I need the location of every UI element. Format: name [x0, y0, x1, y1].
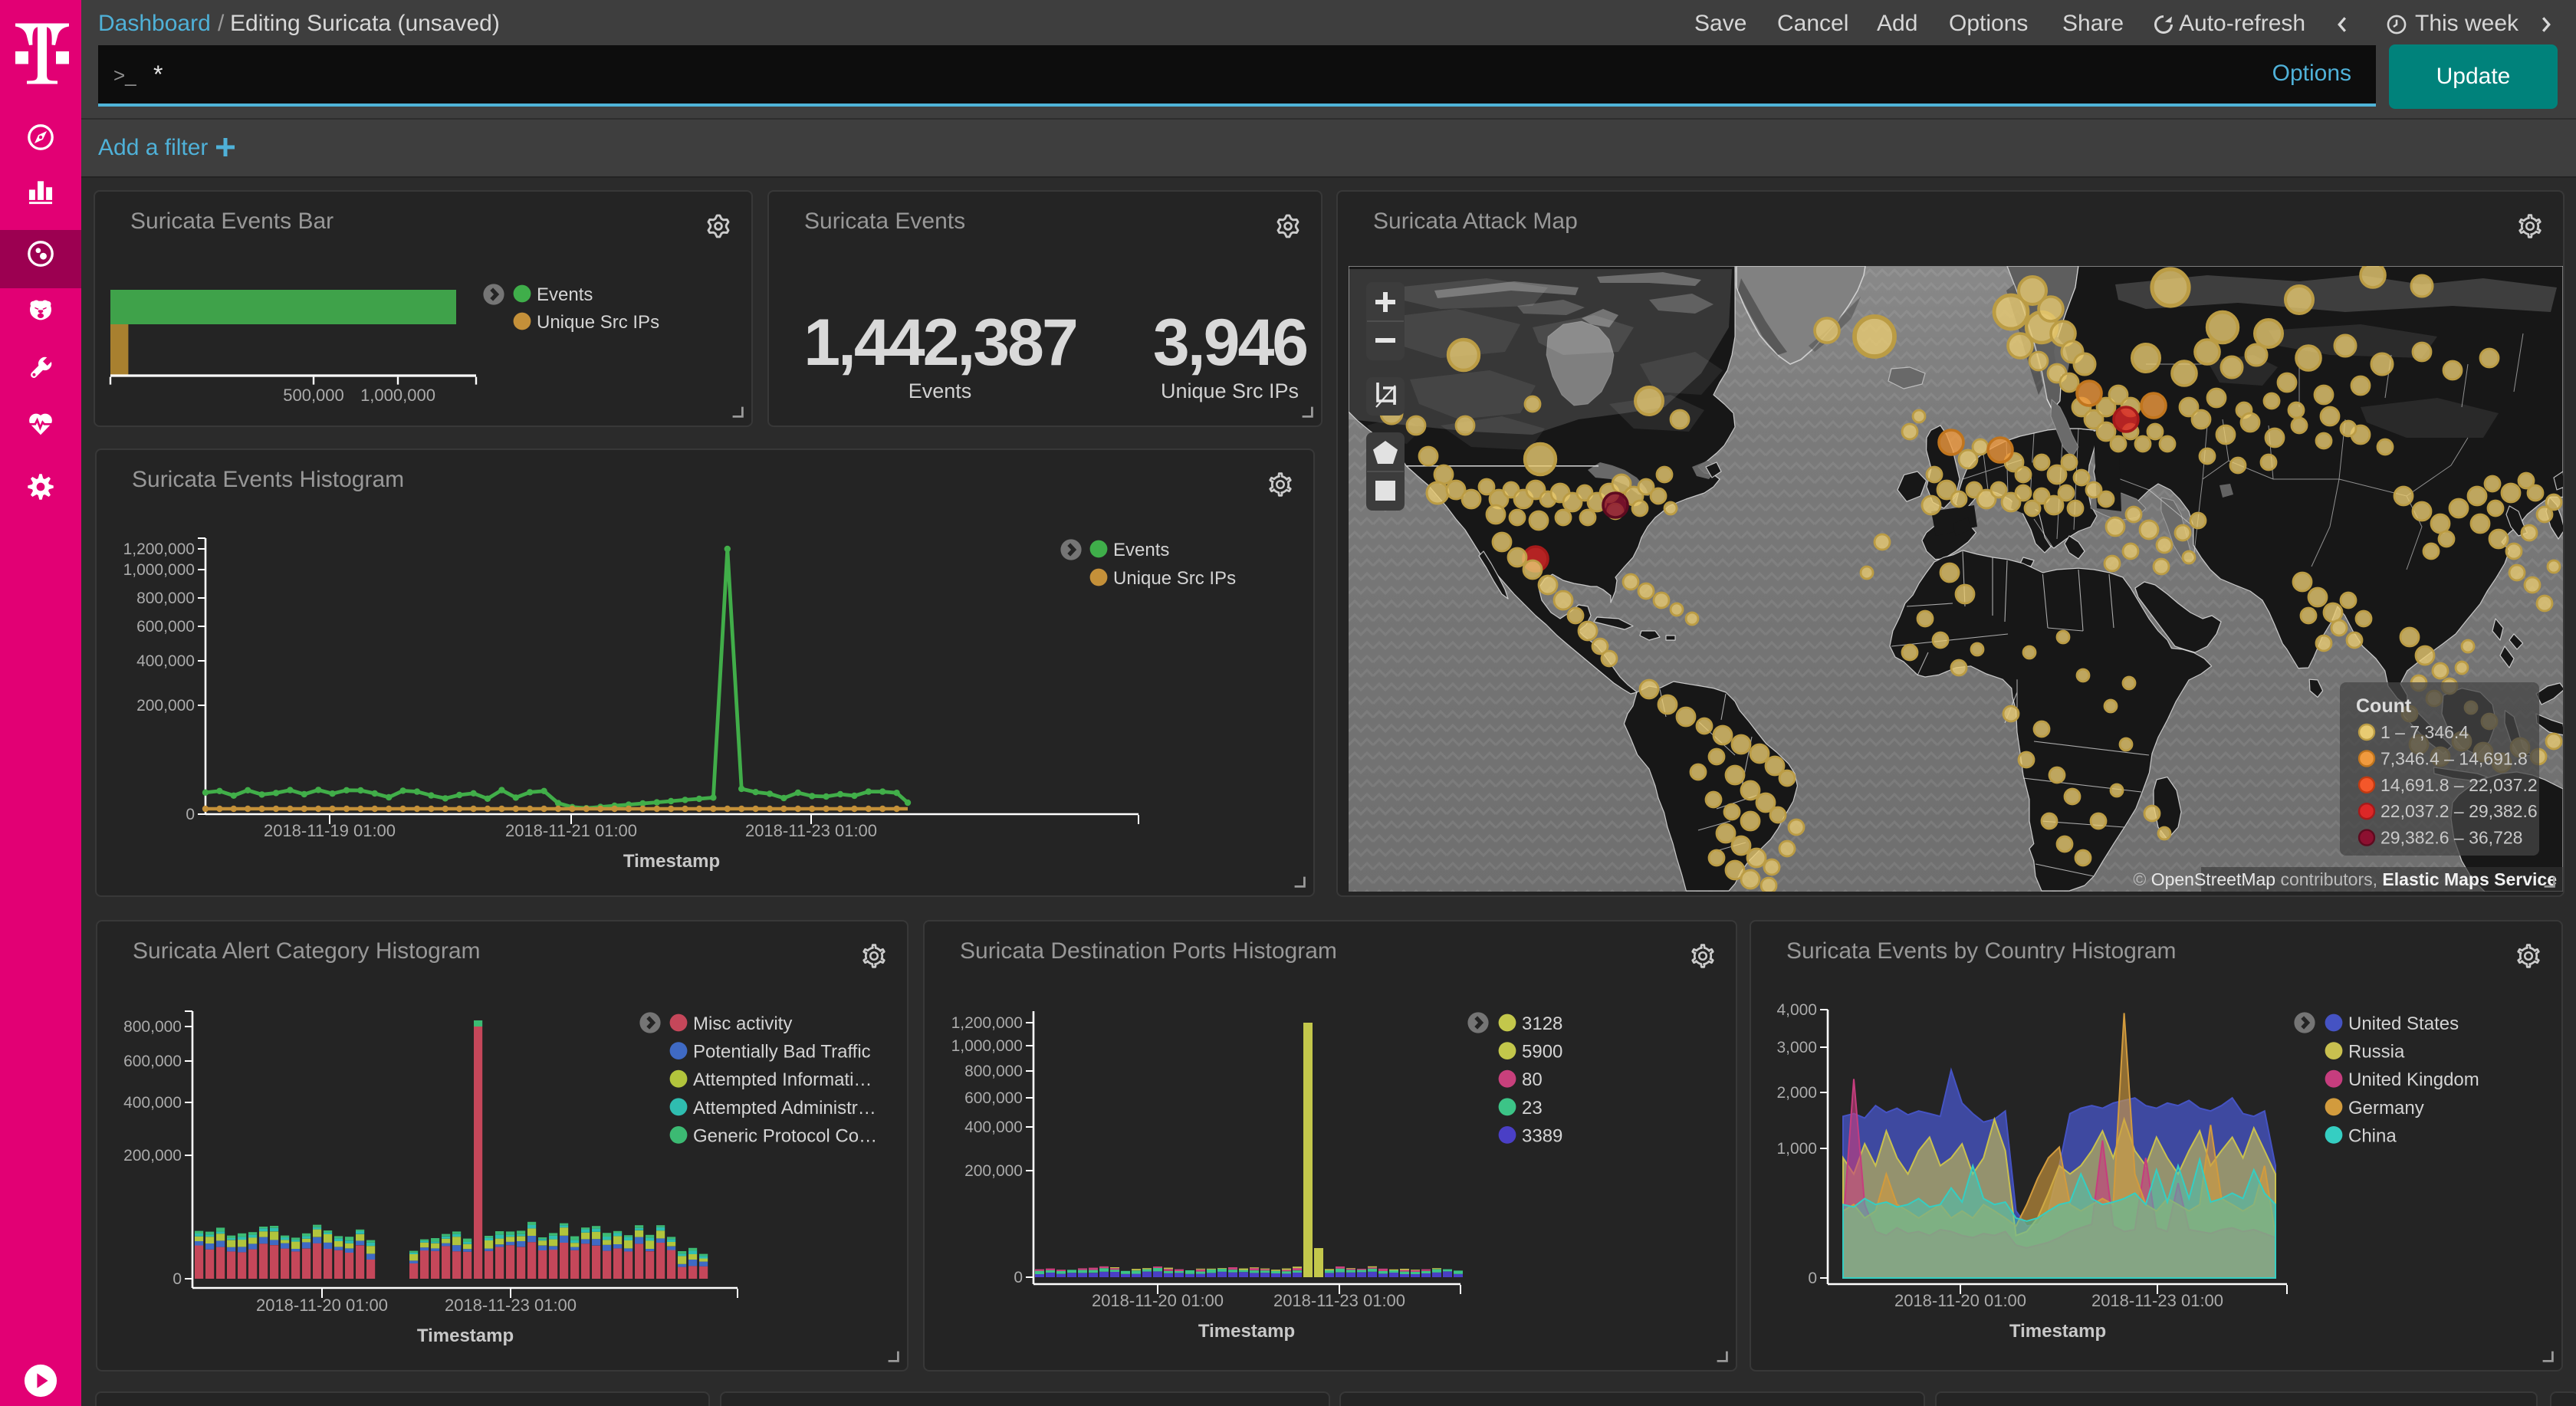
svg-text:United States: United States — [2348, 1013, 2459, 1034]
svg-text:Misc activity: Misc activity — [693, 1013, 792, 1034]
svg-text:2018-11-20 01:00: 2018-11-20 01:00 — [1092, 1291, 1224, 1310]
svg-text:1,000,000: 1,000,000 — [123, 561, 195, 579]
svg-text:600,000: 600,000 — [964, 1089, 1023, 1107]
svg-text:5900: 5900 — [1522, 1042, 1562, 1063]
svg-text:2018-11-21 01:00: 2018-11-21 01:00 — [505, 821, 637, 840]
svg-text:Timestamp: Timestamp — [2009, 1321, 2106, 1342]
svg-text:0: 0 — [1808, 1270, 1817, 1287]
svg-text:4,000: 4,000 — [1776, 1001, 1817, 1019]
svg-text:600,000: 600,000 — [123, 1053, 182, 1070]
svg-text:0: 0 — [1014, 1269, 1023, 1286]
svg-text:Unique Src IPs: Unique Src IPs — [537, 312, 659, 333]
svg-text:1,200,000: 1,200,000 — [123, 540, 195, 558]
svg-text:2018-11-23 01:00: 2018-11-23 01:00 — [745, 821, 877, 840]
svg-text:3389: 3389 — [1522, 1125, 1562, 1146]
svg-text:2018-11-20 01:00: 2018-11-20 01:00 — [256, 1296, 388, 1315]
svg-text:Russia: Russia — [2348, 1042, 2405, 1063]
svg-text:1,000,000: 1,000,000 — [951, 1037, 1023, 1055]
svg-text:China: China — [2348, 1125, 2397, 1146]
svg-text:500,000: 500,000 — [283, 386, 344, 405]
svg-text:Unique Src IPs: Unique Src IPs — [1113, 568, 1236, 589]
svg-text:800,000: 800,000 — [136, 590, 195, 607]
svg-text:© OpenStreetMap contributors,: © OpenStreetMap contributors, Elastic Ma… — [2133, 869, 2557, 889]
svg-text:Attempted Administr…: Attempted Administr… — [693, 1098, 876, 1119]
svg-text:3,000: 3,000 — [1776, 1039, 1817, 1056]
svg-text:Attempted Informati…: Attempted Informati… — [693, 1069, 872, 1090]
svg-text:600,000: 600,000 — [136, 618, 195, 636]
svg-text:1 – 7,346.4: 1 – 7,346.4 — [2380, 722, 2469, 742]
svg-text:22,037.2 – 29,382.6: 22,037.2 – 29,382.6 — [2380, 801, 2538, 821]
svg-text:29,382.6 – 36,728: 29,382.6 – 36,728 — [2380, 828, 2522, 848]
svg-text:800,000: 800,000 — [964, 1063, 1023, 1080]
svg-text:United Kingdom: United Kingdom — [2348, 1069, 2479, 1090]
svg-text:80: 80 — [1522, 1069, 1543, 1090]
svg-text:1,000,000: 1,000,000 — [360, 386, 435, 405]
svg-text:1,000: 1,000 — [1776, 1140, 1817, 1158]
svg-text:Count: Count — [2356, 695, 2412, 717]
svg-text:200,000: 200,000 — [136, 697, 195, 714]
svg-text:23: 23 — [1522, 1098, 1543, 1119]
svg-text:1,200,000: 1,200,000 — [951, 1014, 1023, 1032]
svg-text:Timestamp: Timestamp — [623, 851, 720, 872]
svg-text:Timestamp: Timestamp — [1198, 1321, 1295, 1342]
svg-text:2018-11-19 01:00: 2018-11-19 01:00 — [264, 821, 396, 840]
svg-text:200,000: 200,000 — [123, 1147, 182, 1165]
svg-text:Timestamp: Timestamp — [417, 1326, 514, 1346]
svg-text:400,000: 400,000 — [123, 1094, 182, 1112]
svg-text:2018-11-20 01:00: 2018-11-20 01:00 — [1894, 1291, 2026, 1310]
svg-text:2018-11-23 01:00: 2018-11-23 01:00 — [445, 1296, 577, 1315]
svg-text:2,000: 2,000 — [1776, 1084, 1817, 1102]
svg-text:800,000: 800,000 — [123, 1018, 182, 1036]
svg-text:0: 0 — [186, 806, 195, 823]
svg-text:400,000: 400,000 — [136, 652, 195, 670]
svg-text:14,691.8 – 22,037.2: 14,691.8 – 22,037.2 — [2380, 775, 2538, 795]
svg-text:Generic Protocol Co…: Generic Protocol Co… — [693, 1125, 877, 1146]
svg-text:2018-11-23 01:00: 2018-11-23 01:00 — [2091, 1291, 2223, 1310]
svg-text:0: 0 — [172, 1270, 182, 1288]
svg-text:Potentially Bad Traffic: Potentially Bad Traffic — [693, 1042, 871, 1063]
svg-text:Germany: Germany — [2348, 1098, 2424, 1119]
svg-text:7,346.4 – 14,691.8: 7,346.4 – 14,691.8 — [2380, 748, 2528, 768]
svg-text:3128: 3128 — [1522, 1013, 1562, 1034]
svg-text:Events: Events — [537, 284, 593, 305]
svg-text:Events: Events — [1113, 540, 1169, 560]
svg-text:400,000: 400,000 — [964, 1119, 1023, 1136]
svg-text:2018-11-23 01:00: 2018-11-23 01:00 — [1273, 1291, 1405, 1310]
svg-text:200,000: 200,000 — [964, 1162, 1023, 1180]
